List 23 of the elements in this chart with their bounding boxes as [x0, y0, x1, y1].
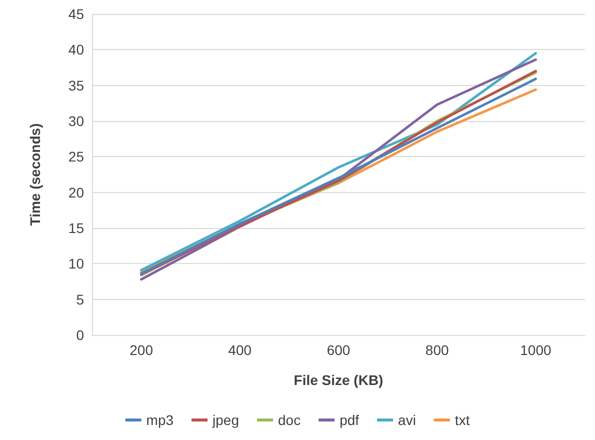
x-tick-label: 600: [326, 342, 350, 358]
y-tick-label: 30: [68, 113, 84, 129]
legend-label: doc: [278, 412, 301, 428]
y-tick-label: 15: [68, 220, 84, 236]
y-tick-label: 20: [68, 184, 84, 200]
x-tick-label: 800: [425, 342, 449, 358]
x-tick-label: 1000: [520, 342, 552, 358]
y-tick-label: 45: [68, 6, 84, 22]
legend-label: avi: [398, 412, 416, 428]
y-tick-label: 35: [68, 77, 84, 94]
y-tick-label: 25: [68, 148, 84, 165]
legend-label: pdf: [340, 412, 360, 428]
y-tick-label: 5: [76, 291, 84, 308]
legend-label: mp3: [146, 412, 174, 428]
x-tick-label: 200: [130, 342, 154, 358]
legend-label: txt: [454, 412, 470, 428]
y-axis-title: Time (seconds): [27, 123, 43, 226]
x-axis-title: File Size (KB): [294, 372, 384, 388]
y-tick-label: 10: [68, 256, 84, 272]
y-tick-label: 0: [76, 327, 84, 343]
legend-label: jpeg: [212, 412, 239, 428]
y-tick-label: 40: [68, 42, 84, 58]
x-tick-label: 400: [228, 342, 252, 358]
